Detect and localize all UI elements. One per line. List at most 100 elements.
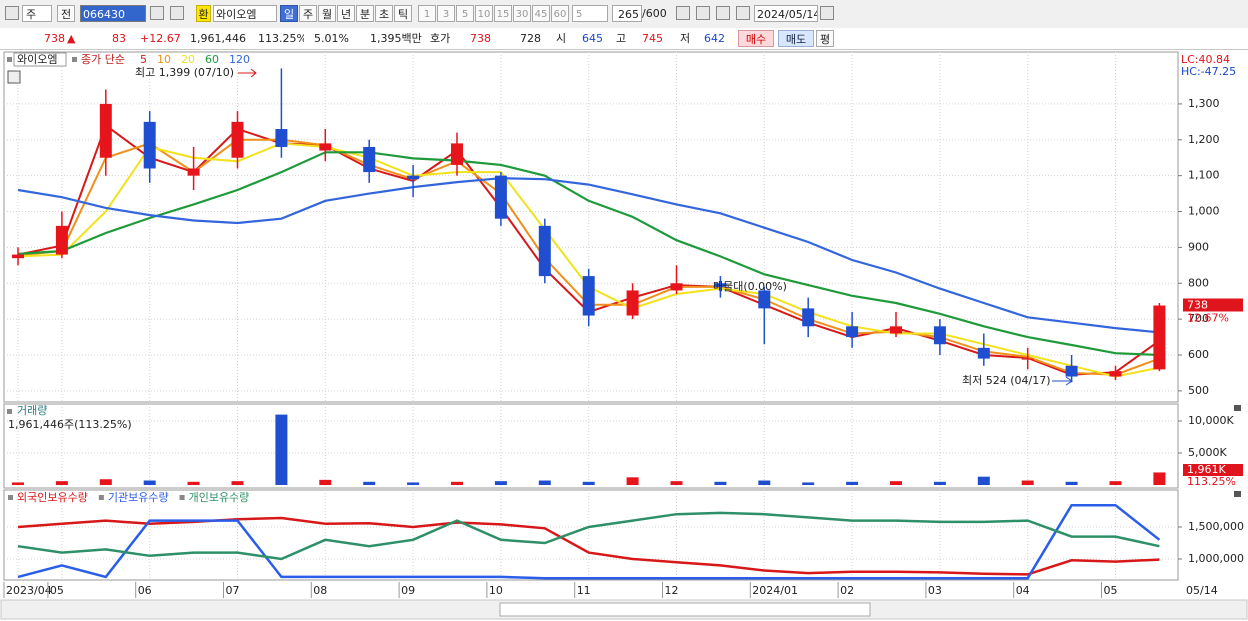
y-tick-label: 600 — [1188, 348, 1209, 361]
y-tick-label: 1,500,000 — [1188, 520, 1244, 533]
volume-bar — [582, 481, 595, 485]
candle-body — [451, 143, 463, 165]
candle-body — [275, 129, 288, 147]
search-icon[interactable] — [150, 6, 164, 20]
x-tick-label: 10 — [489, 584, 503, 597]
candle-body — [977, 347, 990, 359]
volume-bar — [451, 481, 463, 485]
interval-button[interactable]: 60 — [551, 5, 569, 22]
period-button[interactable]: 틱 — [394, 5, 412, 22]
interval-button[interactable]: 5 — [456, 5, 474, 22]
candle-body — [890, 326, 902, 334]
x-tick-label: 03 — [928, 584, 942, 597]
x-tick-label: 09 — [401, 584, 415, 597]
count-max: /600 — [642, 7, 667, 20]
legend-entry: 5 — [140, 53, 147, 66]
volume-bar — [494, 481, 507, 485]
series-line — [17, 511, 1160, 561]
volume-bar — [319, 479, 332, 485]
period-button[interactable]: 초 — [375, 5, 393, 22]
candle-body — [1021, 358, 1034, 360]
candle-body — [933, 326, 946, 345]
x-tick-label: 2024/01 — [752, 584, 798, 597]
sell-button[interactable]: 매도 — [778, 30, 814, 47]
quote-low: 642 — [704, 32, 725, 45]
legend-marker — [7, 57, 12, 62]
calendar-icon[interactable] — [820, 6, 834, 20]
y-tick-label: 1,300 — [1188, 97, 1220, 110]
market-select[interactable]: 주 — [22, 5, 52, 22]
fx-button[interactable]: 환 — [196, 5, 211, 22]
annotation-arrow — [1052, 376, 1073, 386]
y-tick-label: 1,000,000 — [1188, 552, 1244, 565]
candle-body — [143, 121, 156, 169]
prev-button[interactable]: 전 — [57, 5, 75, 22]
quote-high: 745 — [642, 32, 663, 45]
quote-low-label: 저 — [680, 32, 691, 45]
tool-icon[interactable] — [716, 6, 730, 20]
legend-marker — [7, 409, 12, 414]
tool-icon[interactable] — [676, 6, 690, 20]
layout-icon[interactable] — [5, 6, 19, 20]
period-button[interactable]: 년 — [337, 5, 355, 22]
volume-bar — [99, 479, 112, 485]
settings-icon[interactable] — [736, 6, 750, 20]
volume-bar — [187, 481, 200, 485]
candle-body — [626, 290, 639, 316]
y-tick-label: 700 — [1188, 312, 1209, 325]
volume-bar — [626, 477, 639, 485]
annotation-high: 최고 1,399 (07/10) — [135, 66, 234, 79]
legend-entry: 10 — [157, 53, 171, 66]
avg-button[interactable]: 평 — [816, 30, 834, 47]
quote-bid: 728 — [520, 32, 541, 45]
quote-change-pct: +12.67% — [140, 32, 180, 45]
code-input[interactable]: 066430 — [80, 5, 146, 22]
candle-body — [12, 254, 24, 259]
quote-hoga: 호가 — [430, 32, 451, 45]
buy-button[interactable]: 매수 — [738, 30, 774, 47]
count-input[interactable]: 265 — [612, 5, 642, 22]
interval-button[interactable]: 10 — [475, 5, 493, 22]
quote-volume: 1,961,446 — [190, 32, 246, 45]
interval-button[interactable]: 30 — [513, 5, 531, 22]
last-volume-ratio: 113.25% — [1187, 475, 1236, 488]
y-tick-label: 500 — [1188, 384, 1209, 397]
candle-body — [1109, 371, 1122, 377]
panel-close[interactable] — [1234, 491, 1241, 497]
y-tick-label: 900 — [1188, 240, 1209, 253]
candle-body — [758, 290, 771, 309]
legend-marker — [8, 495, 13, 500]
volume-bar — [1153, 472, 1166, 485]
x-tick-label: 04 — [1016, 584, 1030, 597]
name-input[interactable]: 와이오엠 — [213, 5, 277, 22]
interval-button[interactable]: 15 — [494, 5, 512, 22]
x-tick-label: 11 — [577, 584, 591, 597]
period-button[interactable]: 일 — [280, 5, 298, 22]
quote-arrow: ▲ — [67, 32, 76, 45]
interval-button[interactable]: 3 — [437, 5, 455, 22]
last-price-box — [1183, 298, 1243, 312]
candle-body — [363, 146, 376, 173]
period-button[interactable]: 주 — [299, 5, 317, 22]
period-button[interactable]: 분 — [356, 5, 374, 22]
date-input[interactable]: 2024/05/14 — [754, 5, 818, 22]
candle-body — [846, 326, 859, 338]
interval-button[interactable]: 45 — [532, 5, 550, 22]
sound-icon[interactable] — [170, 6, 184, 20]
last-volume-label: 1,961K — [1187, 463, 1226, 476]
quote-bar: 738▲83+12.67%1,961,446113.25%5.01%1,395백… — [0, 28, 1248, 50]
volume-bar — [977, 476, 990, 485]
panel-close[interactable] — [1234, 405, 1241, 411]
volume-bar — [670, 481, 683, 485]
table-icon[interactable] — [7, 70, 21, 84]
period-button[interactable]: 월 — [318, 5, 336, 22]
scroll-thumb[interactable] — [499, 602, 871, 617]
tool-icon[interactable] — [696, 6, 710, 20]
candle-body — [187, 168, 200, 176]
legend-entry: 60 — [205, 53, 219, 66]
y-tick-label: 1,200 — [1188, 133, 1220, 146]
count-select[interactable]: 5 — [572, 5, 608, 22]
x-tick-label: 12 — [665, 584, 679, 597]
interval-button[interactable]: 1 — [418, 5, 436, 22]
x-tick-label: 05 — [50, 584, 64, 597]
